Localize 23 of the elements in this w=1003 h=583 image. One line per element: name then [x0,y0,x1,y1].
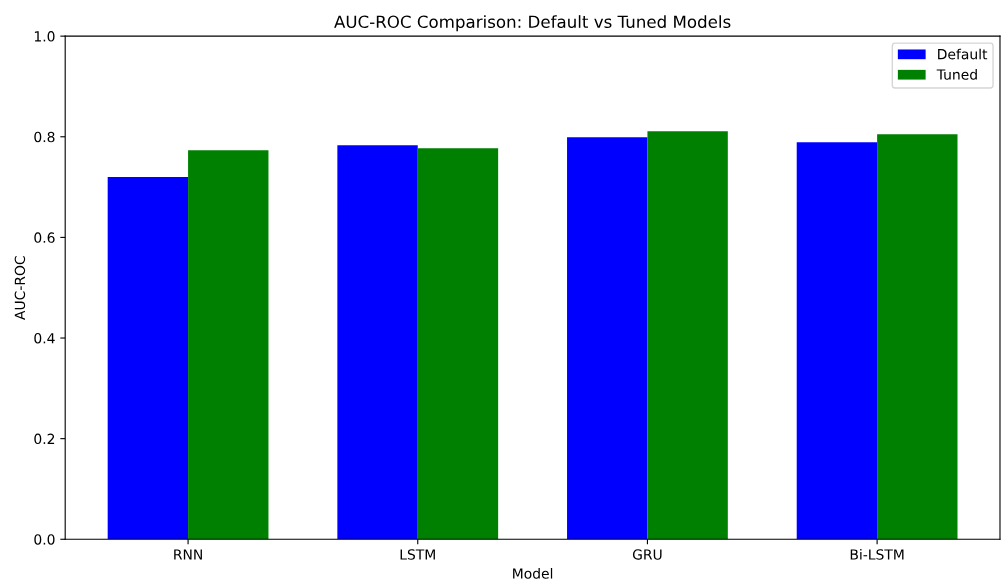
x-tick-label: LSTM [400,549,435,560]
bar [107,177,189,540]
bar [417,148,499,540]
legend-label: Tuned [936,69,977,80]
y-tick-label: 0.2 [34,433,55,445]
bar [877,134,958,540]
x-tick-label: Bi-LSTM [850,549,904,560]
x-tick-label: RNN [174,549,202,560]
bar [796,142,878,540]
x-tick-label: GRU [632,549,662,560]
bar [188,150,269,540]
legend-label: Default [938,48,988,60]
y-axis-title: AUC-ROC [14,256,26,320]
y-tick-label: 1.0 [34,31,55,42]
x-axis-title: Model [513,567,553,579]
y-tick-label: 0.0 [34,534,55,545]
bar [567,137,648,540]
chart-title: AUC-ROC Comparison: Default vs Tuned Models [334,15,731,32]
bar [337,145,418,540]
y-tick-label: 0.4 [34,332,55,344]
bar [647,131,728,540]
y-tick-label: 0.8 [34,131,55,143]
y-tick-label: 0.6 [34,232,55,243]
